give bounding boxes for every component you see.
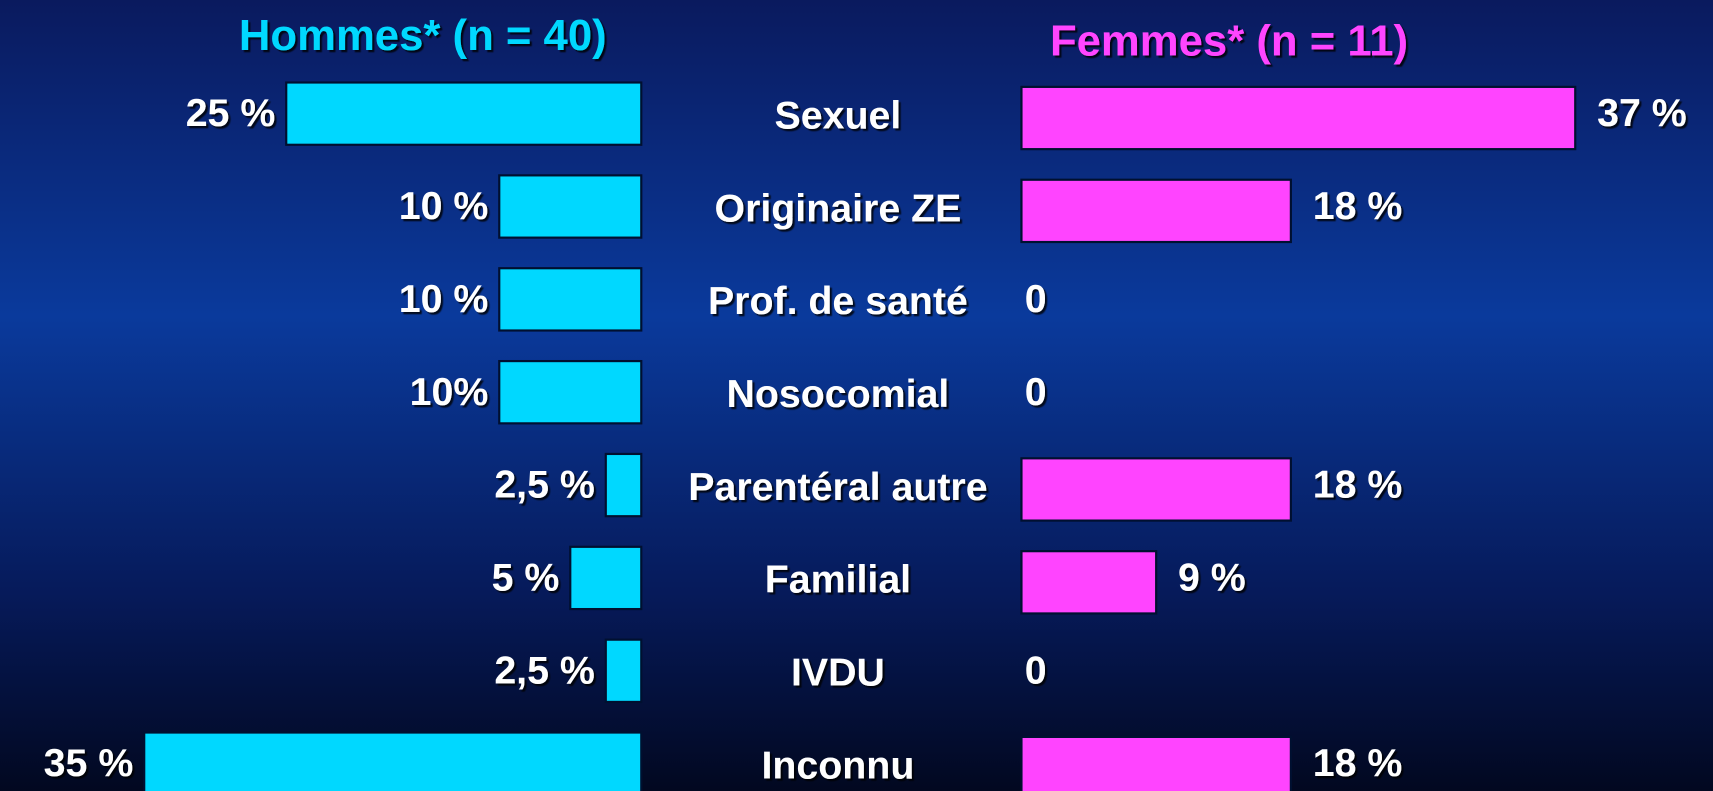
bar bbox=[285, 81, 643, 146]
bar bbox=[604, 638, 643, 704]
category-label: Originaire ZE bbox=[714, 186, 961, 230]
category-label: Sexuel bbox=[775, 93, 902, 137]
bar bbox=[569, 545, 643, 611]
left-title: Hommes* (n = 40) bbox=[239, 11, 607, 60]
bar bbox=[1020, 178, 1292, 244]
value-label: 9 % bbox=[1178, 556, 1246, 600]
value-label: 2,5 % bbox=[494, 648, 595, 692]
value-label: 5 % bbox=[492, 556, 560, 600]
value-label: 25 % bbox=[186, 91, 276, 135]
value-label: 10% bbox=[410, 370, 489, 414]
value-label: 0 bbox=[1025, 370, 1047, 414]
value-label: 35 % bbox=[44, 741, 134, 785]
right-title: Femmes* (n = 11) bbox=[1050, 16, 1408, 65]
bar bbox=[498, 359, 643, 425]
category-label: Parentéral autre bbox=[688, 465, 987, 509]
value-label: 18 % bbox=[1313, 741, 1403, 785]
bar bbox=[1020, 550, 1158, 615]
category-label: Familial bbox=[765, 558, 911, 602]
value-label: 0 bbox=[1025, 648, 1047, 692]
value-label: 0 bbox=[1025, 277, 1047, 321]
value-label: 18 % bbox=[1313, 184, 1403, 228]
category-label: IVDU bbox=[791, 651, 885, 695]
category-label: Prof. de santé bbox=[708, 279, 968, 323]
bar bbox=[498, 267, 643, 332]
category-label: Nosocomial bbox=[727, 372, 950, 416]
bar bbox=[1020, 457, 1292, 522]
bar bbox=[1020, 85, 1577, 151]
bar bbox=[143, 731, 643, 791]
value-label: 10 % bbox=[399, 277, 489, 321]
bar bbox=[1020, 735, 1292, 791]
bar bbox=[498, 174, 643, 239]
value-label: 10 % bbox=[399, 184, 489, 228]
value-label: 18 % bbox=[1313, 463, 1403, 507]
category-label: Inconnu bbox=[761, 743, 914, 787]
value-label: 2,5 % bbox=[494, 463, 595, 507]
value-label: 37 % bbox=[1597, 91, 1687, 135]
bar bbox=[604, 452, 643, 518]
